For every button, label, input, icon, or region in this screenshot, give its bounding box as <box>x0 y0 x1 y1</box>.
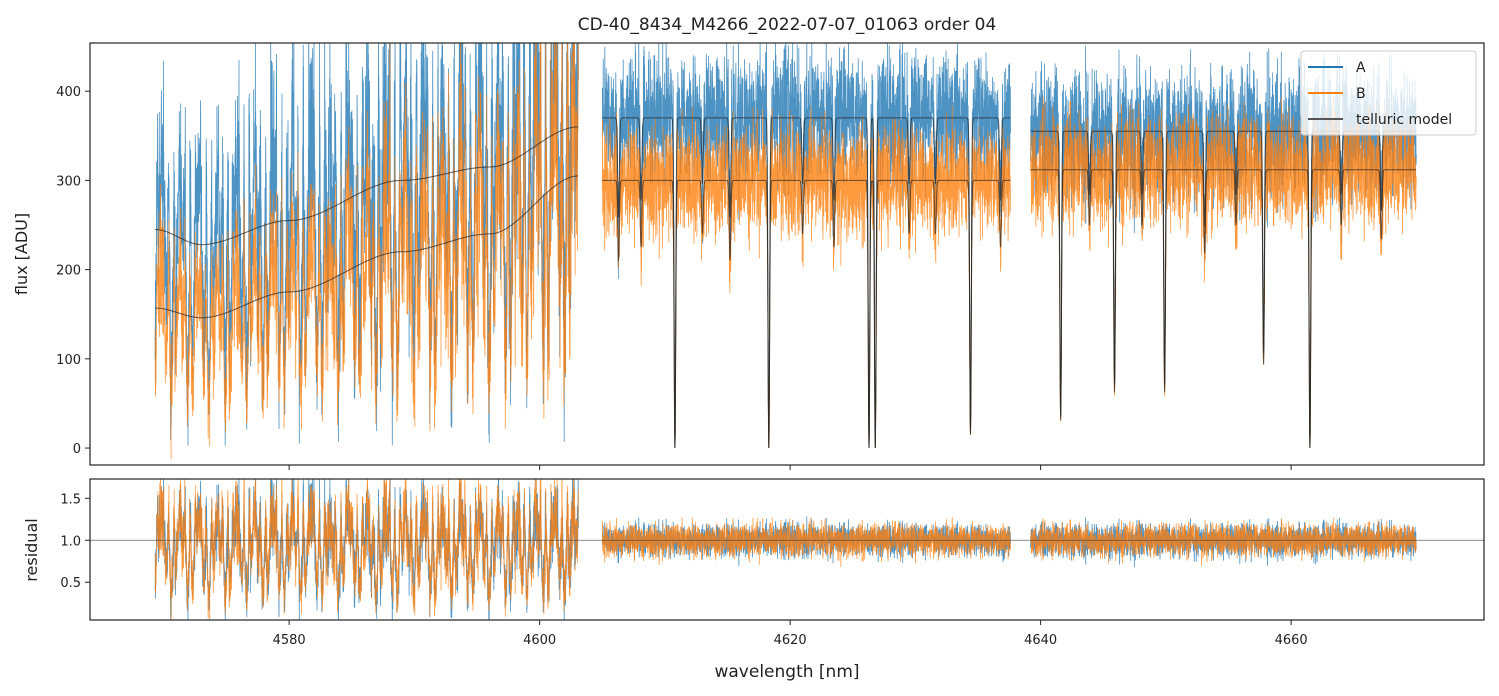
chart-title: CD-40_8434_M4266_2022-07-07_01063 order … <box>578 15 997 35</box>
flux-line-a <box>154 43 579 446</box>
y-tick-label: 200 <box>56 264 81 279</box>
telluric-model-line-b <box>602 179 1011 449</box>
telluric-model-line-b <box>155 175 579 319</box>
flux-line-b <box>154 43 579 460</box>
x-tick-label: 4640 <box>1024 633 1057 648</box>
y-tick-label: 0 <box>73 442 81 457</box>
axes-frame <box>89 478 1485 621</box>
flux-line-b <box>601 105 1011 449</box>
residual-line-b <box>154 479 579 620</box>
y-tick-label: 400 <box>56 85 81 100</box>
legend-label-b: B <box>1356 86 1366 102</box>
y-tick-label: 100 <box>56 353 81 368</box>
residual-panel: 4580 4600 4620 4640 4660 0.5 1.0 1.5 <box>60 478 1485 648</box>
x-tick-label: 4620 <box>774 633 807 648</box>
residual-line-b <box>601 516 1011 568</box>
y-tick-label: 0.5 <box>60 576 81 591</box>
x-tick-label: 4660 <box>1275 633 1308 648</box>
telluric-model-line-b <box>1030 169 1417 449</box>
flux-line-b <box>1030 94 1417 448</box>
legend-label-telluric: telluric model <box>1356 112 1452 128</box>
residual-line-b <box>1030 517 1417 567</box>
x-tick-label: 4600 <box>523 633 556 648</box>
y-tick-label: 1.5 <box>60 492 81 507</box>
y-tick-label: 1.0 <box>60 534 81 549</box>
residual-ylabel: residual <box>22 518 41 581</box>
x-axis-label: wavelength [nm] <box>714 662 859 682</box>
telluric-model-line-a <box>155 126 579 246</box>
x-tick-label: 4580 <box>273 633 306 648</box>
axes-frame <box>89 42 1485 466</box>
y-tick-label: 300 <box>56 174 81 189</box>
telluric-model-line-a <box>602 117 1011 449</box>
legend: A B telluric model <box>1300 50 1477 136</box>
flux-line-a <box>601 43 1011 449</box>
flux-ylabel: flux [ADU] <box>12 213 31 295</box>
legend-label-a: A <box>1356 60 1366 76</box>
flux-panel: 0 100 200 300 400 <box>56 42 1485 470</box>
